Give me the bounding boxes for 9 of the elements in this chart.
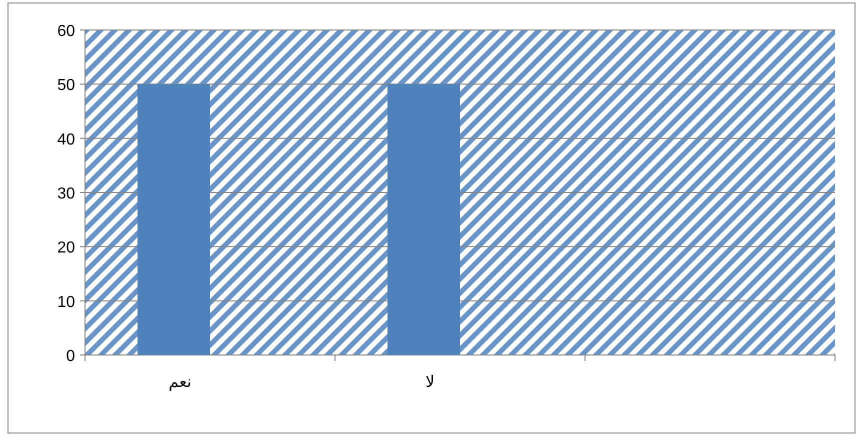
x-tick-label: لا [425,372,435,391]
y-tick-label: 40 [57,131,76,148]
y-tick-label: 20 [57,240,76,257]
y-tick-label: 60 [57,23,76,40]
y-tick-label: 30 [57,186,76,202]
y-tick-label: 10 [57,294,76,311]
y-tick-label: 50 [57,77,76,94]
x-tick-label: نعم [168,372,192,391]
y-tick-label: 0 [66,348,76,365]
